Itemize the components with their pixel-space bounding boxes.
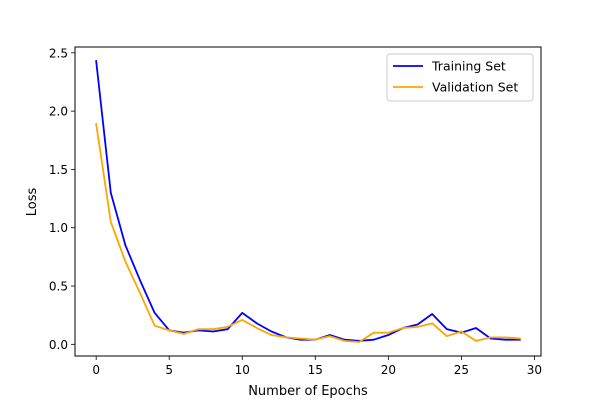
y-tick-label: 2.0 [49,105,68,119]
y-tick-label: 0.5 [49,280,68,294]
x-tick-label: 10 [235,363,250,377]
x-tick-label: 30 [527,363,542,377]
x-tick-label: 0 [92,363,100,377]
x-tick-label: 15 [308,363,323,377]
plot-frame [74,46,542,357]
y-axis-label: Loss [25,188,40,217]
x-tick-label: 5 [165,363,173,377]
y-tick-label: 1.0 [49,221,68,235]
legend-label-validation: Validation Set [432,80,518,95]
x-axis: 0 5 10 15 20 25 30 [92,356,542,377]
y-tick-label: 0.0 [49,338,68,352]
x-axis-label: Number of Epochs [248,384,368,399]
x-tick-label: 25 [454,363,469,377]
plot-lines [95,59,521,343]
legend-label-training: Training Set [431,59,506,74]
y-axis: 0.0 0.5 1.0 1.5 2.0 2.5 [49,46,75,352]
legend-box [386,53,534,102]
legend: Training Set Validation Set [386,53,534,102]
x-tick-label: 20 [381,363,396,377]
y-tick-label: 1.5 [49,163,68,177]
y-tick-label: 2.5 [49,46,68,60]
series-line-1 [95,122,521,343]
